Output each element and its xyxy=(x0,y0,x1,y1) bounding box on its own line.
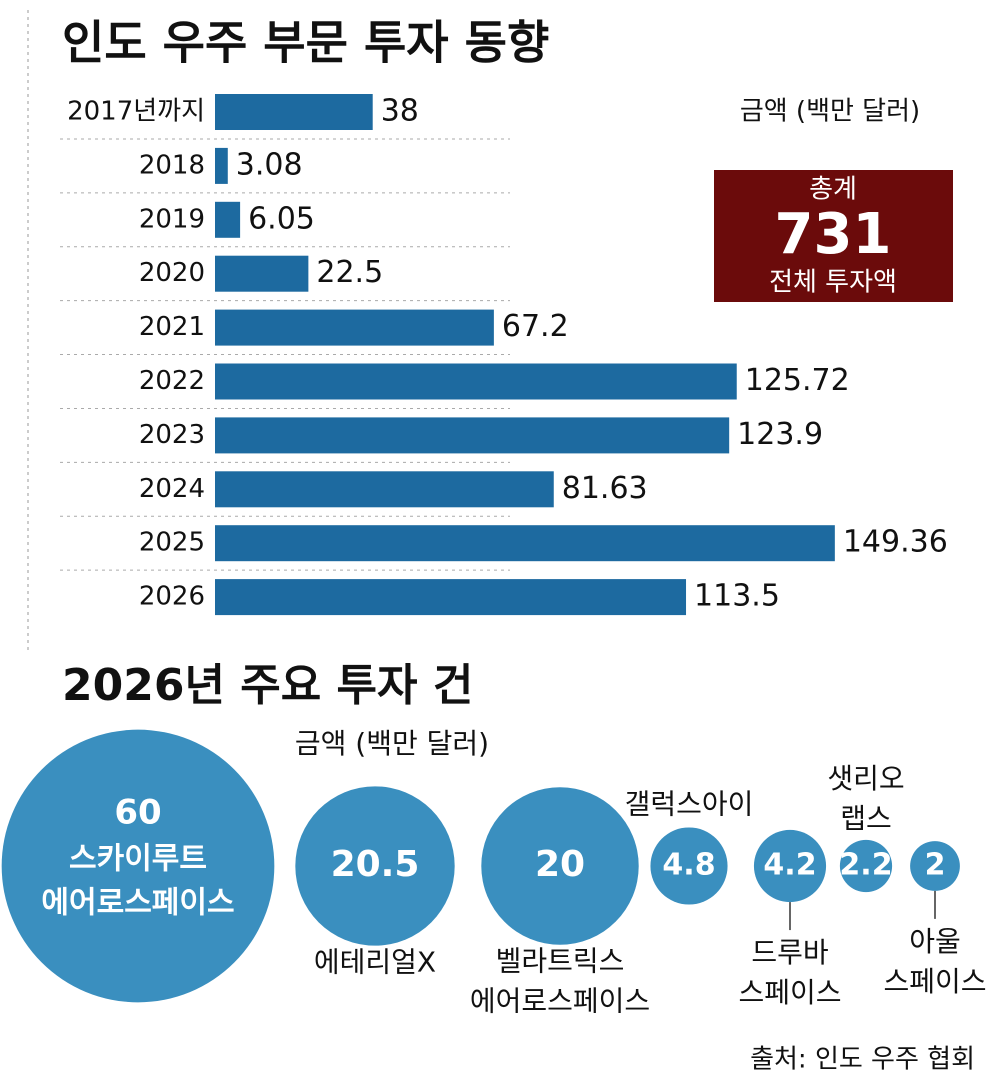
value-label: 123.9 xyxy=(737,417,823,452)
bar xyxy=(215,309,494,346)
bar xyxy=(215,525,835,562)
category-label: 2020 xyxy=(139,258,205,288)
bubble xyxy=(481,787,639,945)
bar xyxy=(215,255,309,292)
bubble xyxy=(295,786,455,946)
bar xyxy=(215,579,687,616)
bubble-name: 샛리오 xyxy=(827,762,904,795)
total-caption: 전체 투자액 xyxy=(769,268,897,298)
category-label: 2025 xyxy=(139,528,205,558)
bubble-name: 에테리얼X xyxy=(314,946,436,979)
category-label: 2024 xyxy=(139,474,205,504)
bar xyxy=(215,471,554,508)
total-label: 총계 xyxy=(809,175,857,205)
bar xyxy=(215,147,228,184)
value-label: 67.2 xyxy=(502,309,569,344)
value-label: 22.5 xyxy=(316,255,383,290)
value-label: 3.08 xyxy=(236,147,303,182)
bubble-name: 에어로스페이스 xyxy=(41,886,234,921)
chart-title: 2026년 주요 투자 건 xyxy=(62,660,473,711)
value-label: 149.36 xyxy=(843,525,948,560)
value-label: 20.5 xyxy=(331,844,420,885)
bubble-name: 스카이루트 xyxy=(69,842,207,877)
bubble-name: 아울 xyxy=(909,925,961,958)
bubble-name: 벨라트릭스 xyxy=(496,945,625,978)
bar xyxy=(215,94,373,130)
total-value: 731 xyxy=(775,202,892,267)
value-label: 2.2 xyxy=(839,848,892,883)
value-label: 4.2 xyxy=(763,848,816,883)
bubble-name: 드루바 xyxy=(751,936,828,969)
category-label: 2018 xyxy=(139,150,205,180)
bar xyxy=(215,363,737,400)
value-label: 113.5 xyxy=(694,579,780,614)
value-label: 125.72 xyxy=(745,363,850,398)
bar xyxy=(215,201,241,238)
value-label: 38 xyxy=(381,94,419,129)
category-label: 2026 xyxy=(139,582,205,612)
bar xyxy=(215,417,730,454)
category-label: 2021 xyxy=(139,312,205,342)
bubble-name: 스페이스 xyxy=(738,976,841,1009)
value-label: 81.63 xyxy=(562,471,648,506)
value-label: 20 xyxy=(535,844,585,885)
bubble-name: 에어로스페이스 xyxy=(470,985,650,1018)
bubble xyxy=(839,839,893,893)
value-label: 4.8 xyxy=(662,848,715,883)
bubble-name: 랩스 xyxy=(840,802,892,835)
bubble xyxy=(910,841,960,891)
category-label: 2017년까지 xyxy=(67,97,205,127)
value-label: 6.05 xyxy=(248,201,315,236)
category-label: 2023 xyxy=(139,420,205,450)
value-label: 2 xyxy=(925,848,946,883)
total-box xyxy=(714,170,953,302)
bubble xyxy=(1,729,275,1003)
unit-label: 금액 (백만 달러) xyxy=(295,727,489,760)
bubble xyxy=(650,827,728,905)
value-label: 60 xyxy=(114,793,161,833)
bubble xyxy=(753,829,827,903)
bubble-name: 스페이스 xyxy=(883,965,986,998)
unit-label: 금액 (백만 달러) xyxy=(740,97,920,127)
bubble-name: 갤럭스아이 xyxy=(625,787,754,820)
source: 출처: 인도 우주 협회 xyxy=(750,1045,975,1075)
category-label: 2022 xyxy=(139,366,205,396)
chart-title: 인도 우주 부문 투자 동향 xyxy=(62,16,549,70)
category-label: 2019 xyxy=(139,204,205,234)
